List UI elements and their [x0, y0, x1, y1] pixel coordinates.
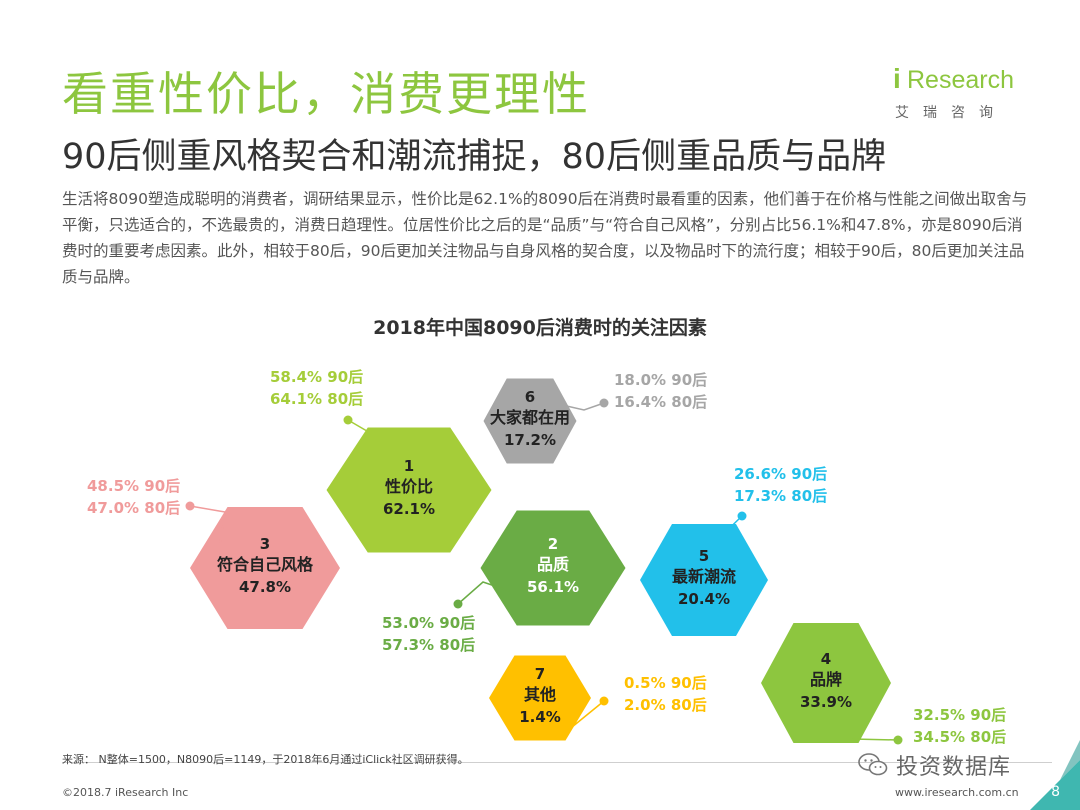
label-90-6: 18.0% 90后	[614, 371, 707, 389]
corner-decoration	[1030, 740, 1080, 810]
leader-dot-4	[893, 735, 903, 745]
hex-rank-7: 7	[535, 665, 545, 683]
label-90-4: 32.5% 90后	[913, 706, 1006, 724]
hex-value-1: 62.1%	[383, 500, 435, 518]
hex-name-2: 品质	[537, 555, 569, 574]
hex-value-7: 1.4%	[519, 708, 561, 726]
hexagon-1	[326, 427, 492, 553]
page-subtitle: 90后侧重风格契合和潮流捕捉，80后侧重品质与品牌	[62, 137, 887, 177]
label-90-3: 48.5% 90后	[87, 477, 180, 495]
label-80-4: 34.5% 80后	[913, 728, 1006, 746]
logo-mark: i	[893, 63, 901, 94]
iresearch-logo: i Research 艾瑞咨询	[893, 58, 1028, 128]
hexagon-7	[489, 655, 591, 741]
summary-paragraph: 生活将8090塑造成聪明的消费者，调研结果显示，性价比是62.1%的8090后在…	[62, 190, 1028, 286]
website: www.iresearch.com.cn	[895, 786, 1019, 799]
hexagon-4	[761, 623, 891, 743]
label-80-7: 2.0% 80后	[624, 696, 707, 714]
hex-rank-5: 5	[699, 547, 709, 565]
footer-divider	[62, 762, 1052, 763]
leader-dot-5	[737, 511, 747, 521]
label-90-1: 58.4% 90后	[270, 368, 363, 386]
copyright: ©2018.7 iResearch Inc	[62, 786, 189, 799]
leader-line-7	[559, 700, 605, 738]
source-note: 来源： N整体=1500，N8090后=1149，于2018年6月通过iClic…	[62, 753, 469, 766]
hex-value-6: 17.2%	[504, 431, 556, 449]
chart-title: 2018年中国8090后消费时的关注因素	[373, 317, 707, 339]
leader-dot-7	[599, 696, 609, 706]
hex-name-5: 最新潮流	[672, 567, 736, 586]
label-90-7: 0.5% 90后	[624, 674, 707, 692]
hex-name-3: 符合自己风格	[217, 555, 314, 574]
leader-line-2	[457, 581, 510, 605]
logo-chinese: 艾瑞咨询	[895, 105, 1007, 121]
page-title: 看重性价比，消费更理性	[62, 67, 590, 121]
leader-line-3	[189, 505, 226, 544]
leader-dot-3	[185, 501, 195, 511]
label-80-2: 57.3% 80后	[382, 636, 475, 654]
hexagon-3	[190, 507, 340, 629]
hex-name-7: 其他	[524, 685, 556, 704]
leader-dot-6	[599, 398, 609, 408]
page-number: 8	[1051, 784, 1060, 800]
hex-value-5: 20.4%	[678, 590, 730, 608]
leader-line-4	[851, 738, 899, 741]
wechat-account-name: 投资数据库	[896, 755, 1012, 780]
hex-rank-2: 2	[548, 535, 558, 553]
wechat-icon	[858, 753, 888, 776]
hex-value-2: 56.1%	[527, 578, 579, 596]
hex-value-4: 33.9%	[800, 693, 852, 711]
label-80-6: 16.4% 80后	[614, 393, 707, 411]
label-90-2: 53.0% 90后	[382, 614, 475, 632]
hexagon-6	[483, 378, 577, 464]
label-80-3: 47.0% 80后	[87, 499, 180, 517]
hexagon-2	[480, 510, 626, 626]
hex-rank-6: 6	[525, 388, 535, 406]
leader-dot-2	[453, 599, 463, 609]
hex-name-4: 品牌	[810, 670, 842, 689]
hexagon-5	[640, 524, 768, 636]
hex-name-6: 大家都在用	[490, 408, 570, 427]
label-80-5: 17.3% 80后	[734, 487, 827, 505]
leader-dot-1	[343, 415, 353, 425]
hex-rank-1: 1	[404, 457, 414, 475]
hex-rank-3: 3	[260, 535, 270, 553]
logo-name: Research	[907, 66, 1014, 94]
wechat-watermark: 投资数据库	[858, 750, 1011, 780]
hex-name-1: 性价比	[385, 477, 433, 496]
hex-value-3: 47.8%	[239, 578, 291, 596]
label-90-5: 26.6% 90后	[734, 465, 827, 483]
hex-rank-4: 4	[821, 650, 831, 668]
label-80-1: 64.1% 80后	[270, 390, 363, 408]
leader-line-6	[557, 402, 605, 411]
